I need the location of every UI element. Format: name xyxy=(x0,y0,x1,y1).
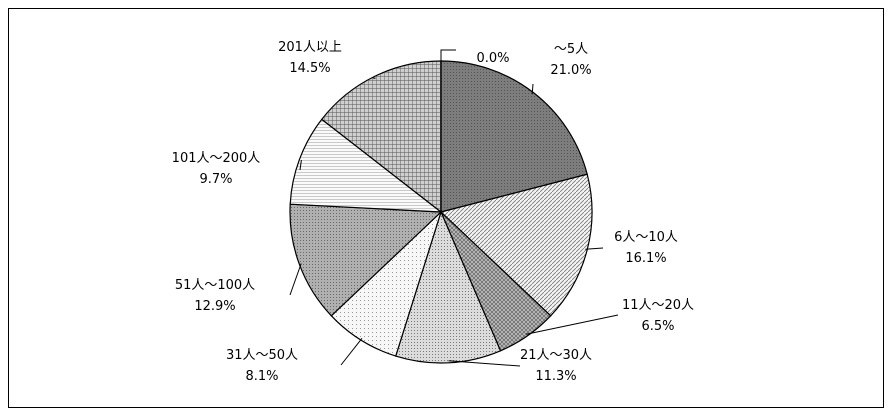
slice-percent-label: 11.3% xyxy=(535,369,576,384)
slice-percent-label: 12.9% xyxy=(194,299,235,314)
slice-category-label: 101人〜200人 xyxy=(172,151,261,166)
slice-percent-label: 6.5% xyxy=(641,319,674,334)
leader-line xyxy=(449,361,521,366)
slice-percent-label: 0.0% xyxy=(476,51,509,66)
slice-category-label: 6人〜10人 xyxy=(614,230,678,245)
slice-percent-label: 9.7% xyxy=(199,172,232,187)
slice-percent-label: 14.5% xyxy=(289,61,330,76)
leader-line xyxy=(441,50,456,61)
slice-percent-label: 8.1% xyxy=(245,369,278,384)
slice-category-label: 11人〜20人 xyxy=(622,298,694,313)
slice-category-label: 21人〜30人 xyxy=(520,348,592,363)
slice-category-label: 〜5人 xyxy=(554,42,588,57)
slice-category-label: 201人以上 xyxy=(278,40,342,55)
slice-percent-label: 16.1% xyxy=(625,251,666,266)
leader-line xyxy=(341,338,362,365)
pie-chart: 〜5人 21.0% 6人〜10人 16.1% 11人〜20人 6.5% 21人〜30人 11.… xyxy=(0,0,896,396)
slice-category-label: 51人〜100人 xyxy=(175,278,255,293)
pie-slices xyxy=(290,61,592,363)
slice-category-label: 31人〜50人 xyxy=(226,348,298,363)
leader-line xyxy=(290,264,301,296)
slice-percent-label: 21.0% xyxy=(550,63,591,78)
